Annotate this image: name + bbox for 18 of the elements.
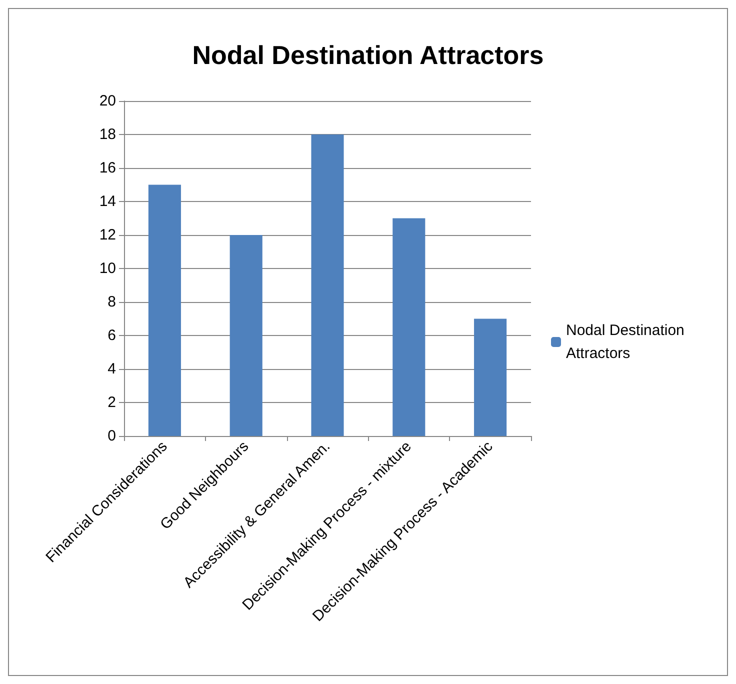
y-tick-label: 14 xyxy=(99,193,116,210)
y-tick-label: 16 xyxy=(99,160,116,176)
bar xyxy=(230,235,262,436)
y-tick-label: 12 xyxy=(99,226,116,244)
legend-label: Nodal Destination Attractors xyxy=(566,322,689,362)
y-tick-label: 0 xyxy=(108,428,116,444)
bar xyxy=(148,184,181,436)
y-tick-label: 8 xyxy=(108,294,116,310)
bar xyxy=(392,218,426,436)
y-tick-label: 6 xyxy=(108,327,116,344)
y-tick-label: 10 xyxy=(99,260,116,277)
bar xyxy=(474,318,507,436)
y-tick-label: 4 xyxy=(108,360,116,378)
chart-title: Nodal Destination Attractors xyxy=(192,40,544,70)
y-tick-label: 20 xyxy=(99,92,116,110)
bar xyxy=(311,134,344,436)
y-tick-label: 18 xyxy=(99,126,116,143)
y-tick-label: 2 xyxy=(108,394,116,411)
